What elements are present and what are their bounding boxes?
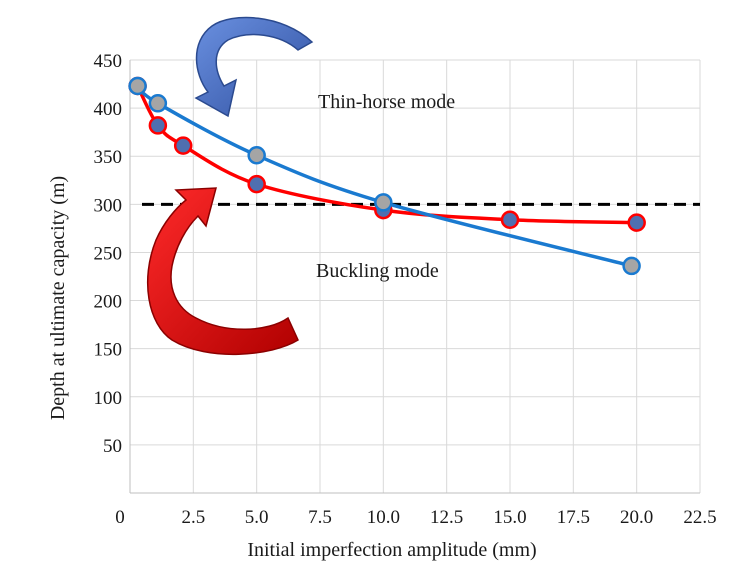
data-point-blue xyxy=(374,193,393,212)
x-tick-label: 12.5 xyxy=(430,507,463,528)
x-tick-label: 10.0 xyxy=(367,507,400,528)
y-tick-label: 300 xyxy=(94,195,123,216)
x-tick-label: 17.5 xyxy=(557,507,590,528)
y-tick-label: 150 xyxy=(94,340,123,361)
x-tick-label: 0 xyxy=(115,507,125,528)
y-tick-label: 350 xyxy=(94,147,123,168)
data-point-blue xyxy=(148,94,168,113)
y-tick-label: 100 xyxy=(94,388,123,409)
x-tick-label: 20.0 xyxy=(620,507,653,528)
thin-horse-mode-label: Thin-horse mode xyxy=(318,91,455,113)
x-tick-label: 5.0 xyxy=(245,507,269,528)
x-tick-label: 22.5 xyxy=(683,507,716,528)
data-point-red xyxy=(148,116,168,135)
y-tick-labels: 50 100 150 200 250 300 350 400 450 xyxy=(94,51,123,457)
data-point-red xyxy=(173,136,193,155)
thin-horse-arrow-icon xyxy=(194,16,314,118)
y-tick-label: 50 xyxy=(103,436,122,457)
x-tick-label: 2.5 xyxy=(181,507,205,528)
y-tick-label: 250 xyxy=(94,243,123,264)
buckling-mode-label: Buckling mode xyxy=(316,260,439,282)
series-layer xyxy=(128,76,646,276)
x-tick-labels: 0 2.5 5.0 7.5 10.0 12.5 15.0 17.5 20.0 22.5 xyxy=(115,507,716,528)
x-axis-title: Initial imperfection amplitude (mm) xyxy=(247,539,536,561)
data-point-red xyxy=(500,210,520,229)
data-point-blue xyxy=(247,146,266,165)
y-tick-label: 450 xyxy=(94,51,123,72)
data-point-red xyxy=(627,213,646,232)
y-tick-label: 200 xyxy=(94,292,123,313)
y-axis-title: Depth at ultimate capacity (m) xyxy=(47,176,69,420)
x-tick-label: 15.0 xyxy=(493,507,526,528)
data-point-blue xyxy=(622,256,641,276)
y-tick-label: 400 xyxy=(94,99,123,120)
data-point-blue xyxy=(128,76,147,96)
data-point-red xyxy=(247,174,266,194)
x-tick-label: 7.5 xyxy=(308,507,332,528)
buckling-arrow-icon xyxy=(146,187,299,355)
